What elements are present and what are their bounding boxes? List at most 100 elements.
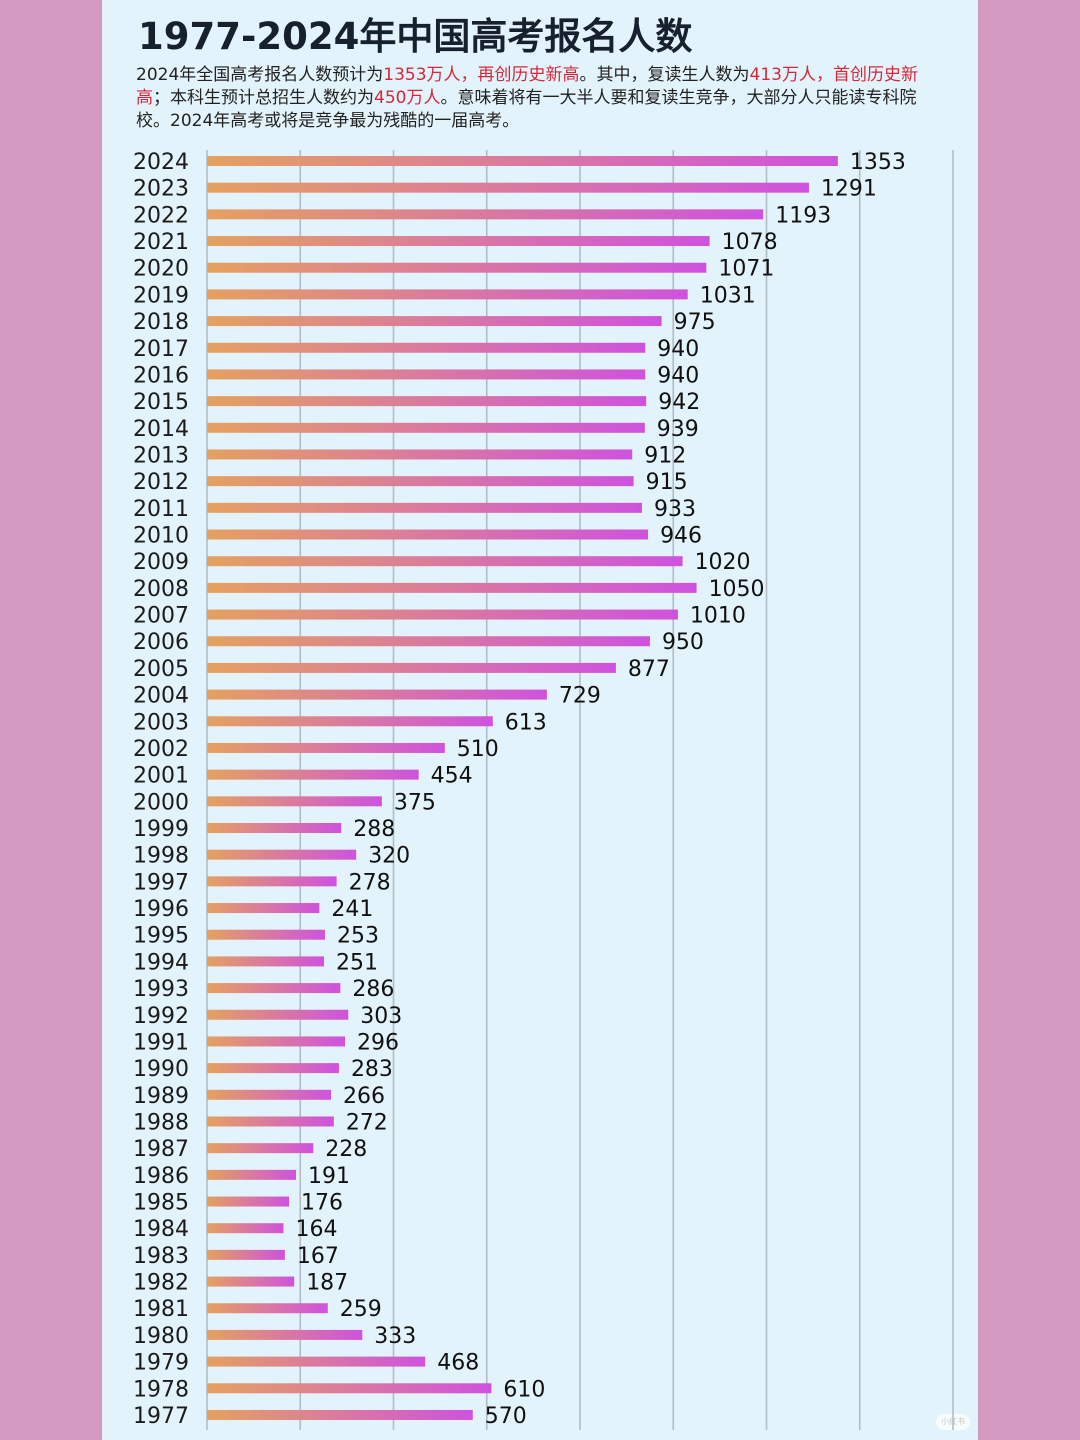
bar-2014: [207, 422, 645, 433]
year-tick-label: 1983: [133, 1244, 189, 1269]
subtitle-text: 2024年全国高考报名人数预计为: [136, 65, 384, 85]
year-tick-label: 2002: [133, 737, 189, 762]
year-tick-label: 2016: [133, 363, 189, 388]
year-tick-label: 1995: [133, 924, 189, 949]
bar-value-label: 278: [349, 870, 391, 895]
bar-2009: [207, 556, 683, 567]
year-tick-label: 1984: [133, 1217, 189, 1242]
year-tick-label: 2000: [133, 790, 189, 815]
bar-value-label: 251: [336, 950, 378, 975]
year-tick-label: 2023: [133, 177, 189, 202]
bar-1995: [207, 929, 325, 940]
bar-value-label: 1050: [709, 577, 765, 602]
year-tick-label: 2003: [133, 710, 189, 735]
year-tick-label: 1980: [133, 1324, 189, 1349]
bar-value-label: 164: [295, 1217, 337, 1242]
bar-1977: [207, 1409, 473, 1420]
bar-1984: [207, 1223, 284, 1234]
year-tick-label: 2007: [133, 604, 189, 629]
bar-2004: [207, 689, 547, 700]
year-tick-label: 2019: [133, 283, 189, 308]
gridlines: [206, 150, 954, 1430]
year-tick-label: 1978: [133, 1377, 189, 1402]
bar-2006: [207, 636, 650, 647]
bar-value-label: 187: [306, 1271, 348, 1296]
bar-value-label: 877: [628, 657, 670, 682]
bar-2008: [207, 582, 697, 593]
bar-1992: [207, 1009, 349, 1020]
bar-2023: [207, 182, 809, 193]
bar-1991: [207, 1036, 346, 1047]
bar-value-label: 468: [437, 1351, 479, 1376]
bar-value-label: 1031: [700, 283, 756, 308]
subtitle-highlight: 1353万人，再创历史新高: [383, 65, 580, 85]
subtitle-highlight: 413万人，首创历史新高: [136, 65, 918, 108]
bar-value-label: 729: [559, 684, 601, 709]
year-tick-label: 2001: [133, 764, 189, 789]
bar-2002: [207, 742, 445, 753]
year-tick-label: 2024: [133, 150, 189, 175]
bar-1989: [207, 1089, 332, 1100]
bar-1997: [207, 876, 337, 887]
year-tick-label: 1988: [133, 1110, 189, 1135]
bar-value-label: 610: [503, 1377, 545, 1402]
year-tick-label: 1986: [133, 1164, 189, 1189]
bar-2018: [207, 316, 662, 327]
year-tick-label: 1997: [133, 870, 189, 895]
year-tick-label: 1981: [133, 1297, 189, 1322]
bar-value-label: 266: [343, 1084, 385, 1109]
bar-value-label: 940: [657, 337, 699, 362]
year-tick-label: 2020: [133, 257, 189, 282]
bar-value-label: 191: [308, 1164, 350, 1189]
year-tick-label: 2012: [133, 470, 189, 495]
bar-value-label: 915: [646, 470, 688, 495]
subtitle-text: 。意味着将有一大半人要和复读生竞争，大部分人只能读专科院校。2024年高考或将是…: [136, 88, 917, 131]
bar-value-label: 912: [644, 443, 686, 468]
bar-value-label: 946: [660, 524, 702, 549]
bar-value-label: 1291: [821, 177, 877, 202]
bar-value-label: 333: [374, 1324, 416, 1349]
bar-1982: [207, 1276, 295, 1287]
bar-value-label: 1020: [695, 550, 751, 575]
year-tick-label: 2022: [133, 203, 189, 228]
bar-2021: [207, 236, 710, 247]
bar-1986: [207, 1169, 297, 1180]
bar-value-label: 286: [352, 977, 394, 1002]
year-tick-label: 2008: [133, 577, 189, 602]
year-tick-label: 1982: [133, 1271, 189, 1296]
bar-value-label: 950: [662, 630, 704, 655]
year-tick-label: 2005: [133, 657, 189, 682]
bar-value-label: 259: [340, 1297, 382, 1322]
bar-1990: [207, 1063, 339, 1074]
bar-value-label: 296: [357, 1030, 399, 1055]
bar-2017: [207, 342, 646, 353]
bar-1998: [207, 849, 357, 860]
bar-value-label: 375: [394, 790, 436, 815]
year-tick-label: 2015: [133, 390, 189, 415]
year-tick-label: 2009: [133, 550, 189, 575]
year-tick-label: 1993: [133, 977, 189, 1002]
bar-value-label: 228: [325, 1137, 367, 1162]
bar-2024: [207, 156, 838, 166]
bar-value-label: 241: [331, 897, 373, 922]
year-tick-label: 2017: [133, 337, 189, 362]
year-tick-label: 1996: [133, 897, 189, 922]
bar-1985: [207, 1196, 290, 1207]
subtitle-highlight: 450万人: [374, 88, 441, 108]
bar-value-label: 320: [368, 844, 410, 869]
bar-value-label: 613: [505, 710, 547, 735]
bar-value-label: 167: [297, 1244, 339, 1269]
bar-2000: [207, 796, 382, 807]
bar-value-label: 1078: [722, 230, 778, 255]
bar-value-label: 1010: [690, 604, 746, 629]
bar-1983: [207, 1249, 285, 1260]
bar-2012: [207, 476, 634, 487]
year-tick-label: 1985: [133, 1191, 189, 1216]
subtitle-text: ；本科生预计总招生人数约为: [153, 88, 374, 108]
bar-value-label: 570: [485, 1404, 527, 1429]
bar-value-label: 933: [654, 497, 696, 522]
bar-2019: [207, 289, 688, 300]
bar-value-label: 303: [360, 1004, 402, 1029]
bar-value-label: 942: [658, 390, 700, 415]
